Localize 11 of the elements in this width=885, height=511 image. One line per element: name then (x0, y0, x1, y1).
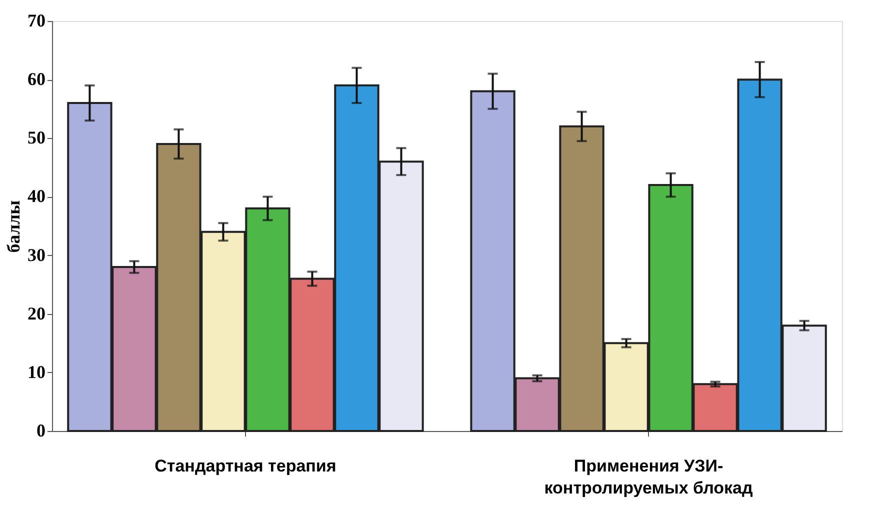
y-tick-label: 0 (36, 420, 46, 440)
y-tick-label: 40 (28, 186, 46, 206)
y-tick-label: 70 (28, 10, 46, 30)
y-tick-label: 50 (28, 128, 46, 148)
y-tick-label: 30 (28, 244, 46, 265)
y-tick-label: 60 (28, 69, 46, 90)
x-tick-label: Стандартная терапия (154, 456, 336, 476)
y-axis-title: баллы (4, 200, 24, 253)
x-tick-label: Применения УЗИ-контролируемых блокад (544, 456, 754, 498)
y-tick-label: 20 (28, 303, 46, 324)
y-tick-label: 10 (28, 362, 46, 382)
